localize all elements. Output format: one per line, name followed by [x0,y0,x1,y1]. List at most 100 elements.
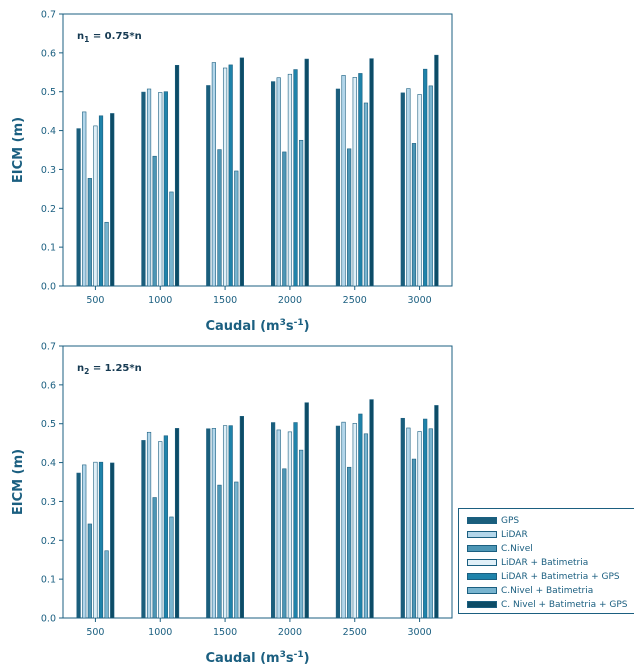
bar [418,94,422,286]
plot-frame-2 [63,346,452,618]
bar [370,400,374,618]
bar [353,77,357,286]
bar [353,423,357,618]
x-axis-title-part: -1 [294,318,304,328]
bar [110,463,114,618]
bar [305,403,309,618]
x-tick-label: 2000 [278,627,302,638]
bar [359,414,363,618]
y-tick-label: 0.6 [41,48,56,59]
legend-swatch-cnivel-batimetria-gps [467,601,497,608]
legend-item-cnivel-batimetria-gps: C. Nivel + Batimetria + GPS [467,598,628,611]
x-axis-title: Caudal (m3s-1) [205,650,309,666]
legend-label-lidar-batimetria: LiDAR + Batimetria [501,558,588,568]
bar [82,112,86,286]
bar [418,431,422,618]
annotation-main: n [77,31,84,42]
y-tick-label: 0.0 [41,614,56,625]
bar [234,171,238,286]
bar [277,78,281,286]
bar [336,89,340,286]
bar [153,498,157,618]
bar [305,59,309,286]
legend-item-lidar-batimetria: LiDAR + Batimetria [467,556,588,569]
bar [412,143,416,286]
bar [288,74,292,286]
bar [142,92,146,286]
bar [88,178,92,286]
bar [142,440,146,618]
y-tick-label: 0.3 [41,165,56,176]
y-tick-label: 0.2 [41,204,56,215]
bar [158,442,162,618]
x-tick-label: 1000 [148,295,172,306]
bar [94,462,98,618]
bar [277,430,281,618]
bar [240,416,244,618]
bar [423,69,427,286]
y-tick-label: 0.1 [41,575,56,586]
x-tick-label: 1500 [213,627,237,638]
bar [229,65,233,286]
bar [299,140,303,286]
bar [299,450,303,618]
bar [110,113,114,286]
bar [429,429,433,618]
bar [347,149,351,286]
bar [271,423,275,618]
plot-frame-1 [63,14,452,286]
bar [294,70,298,286]
x-axis-title-part: ) [304,651,310,666]
bar [147,89,151,286]
bar [370,59,374,286]
y-axis-title: EICM (m) [11,117,26,183]
bar [401,93,405,286]
legend-swatch-cnivel-batimetria [467,587,497,594]
legend-item-cnivel: C.Nivel [467,542,533,555]
x-tick-label: 2500 [343,627,367,638]
y-tick-label: 0.4 [41,458,56,469]
bar [147,432,151,618]
bar [364,434,368,618]
bar [206,429,210,618]
bar [206,85,210,286]
bar [435,55,439,286]
bar [153,156,157,286]
x-tick-label: 2500 [343,295,367,306]
x-tick-label: 3000 [407,295,431,306]
bar [429,86,433,286]
y-tick-label: 0.6 [41,380,56,391]
y-axis-title: EICM (m) [11,449,26,515]
bar [175,428,179,618]
bar [342,75,346,286]
x-tick-label: 500 [86,627,104,638]
legend-swatch-lidar-batimetria-gps [467,573,497,580]
legend-item-gps: GPS [467,514,519,527]
bar [364,103,368,286]
legend-item-cnivel-batimetria: C.Nivel + Batimetria [467,584,593,597]
bar [158,92,162,286]
bar [412,459,416,618]
bar [294,423,298,618]
x-tick-label: 2000 [278,295,302,306]
annotation-main: n [77,363,84,374]
x-axis-title-part: Caudal (m [205,319,279,334]
x-tick-label: 500 [86,295,104,306]
x-axis-title-part: ) [304,319,310,334]
bar [283,469,287,618]
bar [164,436,168,618]
bar [283,152,287,286]
x-axis-title-part: Caudal (m [205,651,279,666]
bar [212,63,216,286]
bar [435,405,439,618]
y-tick-label: 0.2 [41,536,56,547]
y-tick-label: 0.7 [41,10,56,21]
y-tick-label: 0.5 [41,87,56,98]
bar [170,517,174,618]
x-axis-title-part: -1 [294,650,304,660]
bar [212,428,216,618]
legend: GPS LiDAR C.Nivel LiDAR + Batimetria LiD… [458,508,634,614]
legend-label-cnivel: C.Nivel [501,544,533,554]
bar [218,150,222,286]
bar [223,426,227,618]
